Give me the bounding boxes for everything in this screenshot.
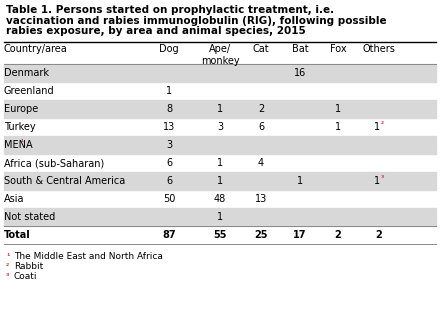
Bar: [4, 172, 436, 190]
Text: 1: 1: [166, 86, 172, 96]
Text: Europe: Europe: [4, 104, 38, 114]
Text: 13: 13: [163, 122, 175, 132]
Text: Bat: Bat: [292, 44, 308, 54]
Text: MENA: MENA: [4, 140, 33, 150]
Bar: [4, 100, 436, 118]
Text: Fox: Fox: [330, 44, 346, 54]
Text: 55: 55: [213, 230, 227, 240]
Bar: [4, 136, 436, 154]
Text: Table 1. Persons started on prophylactic treatment, i.e.: Table 1. Persons started on prophylactic…: [6, 5, 334, 15]
Text: Others: Others: [363, 44, 396, 54]
Text: 1: 1: [217, 104, 223, 114]
Text: 6: 6: [258, 122, 264, 132]
Text: 50: 50: [163, 194, 175, 204]
Text: rabies exposure, by area and animal species, 2015: rabies exposure, by area and animal spec…: [6, 26, 306, 36]
Text: 87: 87: [162, 230, 176, 240]
Text: 2: 2: [335, 230, 341, 240]
Text: ³: ³: [381, 173, 384, 182]
Text: 17: 17: [293, 230, 307, 240]
Text: 1: 1: [335, 122, 341, 132]
Text: ²: ²: [381, 120, 384, 129]
Text: vaccination and rabies immunoglobulin (RIG), following possible: vaccination and rabies immunoglobulin (R…: [6, 16, 387, 26]
Bar: [4, 208, 436, 226]
Bar: [4, 64, 436, 82]
Text: ³: ³: [6, 272, 9, 281]
Text: 6: 6: [166, 176, 172, 186]
Text: 8: 8: [166, 104, 172, 114]
Text: ¹: ¹: [21, 138, 24, 147]
Text: 1: 1: [217, 158, 223, 168]
Text: 4: 4: [258, 158, 264, 168]
Text: Rabbit: Rabbit: [14, 262, 43, 271]
Text: Total: Total: [4, 230, 31, 240]
Text: 1: 1: [374, 176, 380, 186]
Text: Not stated: Not stated: [4, 212, 55, 222]
Text: Dog: Dog: [159, 44, 179, 54]
Text: 16: 16: [294, 68, 306, 78]
Text: 25: 25: [254, 230, 268, 240]
Text: 1: 1: [217, 212, 223, 222]
Text: South & Central America: South & Central America: [4, 176, 125, 186]
Text: Country/area: Country/area: [4, 44, 68, 54]
Text: 48: 48: [214, 194, 226, 204]
Text: 1: 1: [335, 104, 341, 114]
Text: The Middle East and North Africa: The Middle East and North Africa: [14, 252, 163, 261]
Text: 13: 13: [255, 194, 267, 204]
Text: 1: 1: [297, 176, 303, 186]
Text: 6: 6: [166, 158, 172, 168]
Text: Cat: Cat: [253, 44, 269, 54]
Text: Turkey: Turkey: [4, 122, 36, 132]
Text: 3: 3: [166, 140, 172, 150]
Text: 2: 2: [258, 104, 264, 114]
Text: Denmark: Denmark: [4, 68, 49, 78]
Text: Greenland: Greenland: [4, 86, 55, 96]
Text: 1: 1: [374, 122, 380, 132]
Text: Ape/
monkey: Ape/ monkey: [201, 44, 239, 66]
Text: Coati: Coati: [14, 272, 37, 281]
Text: Africa (sub-Saharan): Africa (sub-Saharan): [4, 158, 104, 168]
Text: 3: 3: [217, 122, 223, 132]
Text: Asia: Asia: [4, 194, 25, 204]
Text: ¹: ¹: [6, 252, 9, 261]
Text: ²: ²: [6, 262, 9, 271]
Text: 1: 1: [217, 176, 223, 186]
Text: 2: 2: [376, 230, 382, 240]
